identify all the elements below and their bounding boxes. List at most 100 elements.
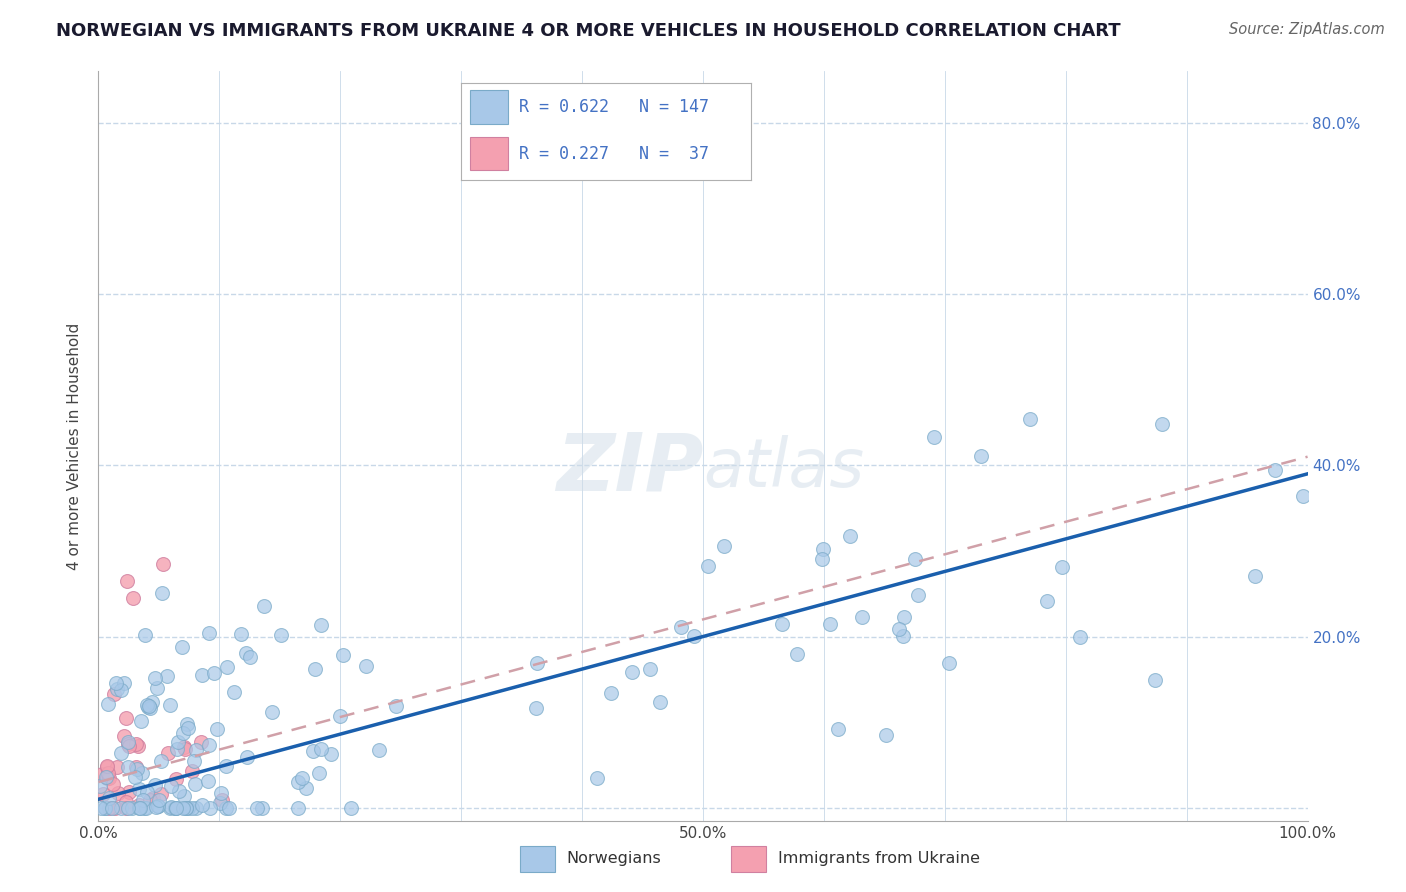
Point [287,774,309,789]
Point [648,695,671,709]
Point [172,726,194,740]
Point [97,697,120,711]
Point [117,785,139,799]
Point [599,686,621,700]
Point [197,774,219,789]
Point [181,801,204,815]
Point [820,616,842,631]
Point [121,591,143,605]
Point [127,739,149,753]
Point [149,787,172,801]
Point [172,640,194,654]
Text: NORWEGIAN VS IMMIGRANTS FROM UKRAINE 4 OR MORE VEHICLES IN HOUSEHOLD CORRELATION: NORWEGIAN VS IMMIGRANTS FROM UKRAINE 4 O… [56,22,1121,40]
Point [131,766,153,780]
Point [893,610,915,624]
Point [586,771,609,785]
Point [183,755,205,769]
Point [91,787,114,801]
Point [117,735,139,749]
Point [184,777,207,791]
Point [97,801,120,815]
Point [211,793,233,807]
Point [118,739,141,754]
Point [174,801,197,815]
Point [160,800,183,814]
Point [107,786,129,800]
Point [1150,417,1173,431]
Point [103,687,125,701]
Point [311,618,333,632]
Point [128,801,150,815]
Point [110,801,132,815]
Point [96,772,118,786]
Point [165,801,187,815]
Point [135,698,157,712]
Point [180,764,202,778]
Point [97,771,120,785]
Point [191,668,214,682]
Point [354,659,377,673]
Point [696,559,718,574]
Point [291,772,314,786]
Point [117,737,139,751]
Text: Norwegians: Norwegians [567,852,661,866]
Point [107,681,129,696]
Point [149,754,172,768]
Point [115,711,138,725]
Point [112,676,135,690]
Point [302,743,325,757]
Point [173,739,195,754]
Point [218,801,240,815]
Point [136,699,159,714]
Point [128,797,150,812]
Point [215,759,238,773]
Point [165,801,187,815]
Point [252,801,274,815]
Point [96,759,118,773]
Point [98,790,121,805]
Point [128,801,150,815]
Point [524,701,547,715]
Point [135,801,157,815]
Point [270,628,292,642]
Point [1143,673,1166,687]
Point [621,665,644,679]
Point [129,714,152,728]
Point [385,698,408,713]
Point [110,746,132,760]
Text: Source: ZipAtlas.com: Source: ZipAtlas.com [1229,22,1385,37]
Point [215,660,238,674]
Point [1264,463,1286,477]
Point [157,746,180,760]
Point [89,779,111,793]
Point [214,801,236,815]
Point [132,793,155,807]
Point [148,793,170,807]
Point [172,801,194,815]
Point [1291,489,1313,503]
Point [321,747,343,761]
Point [669,620,692,634]
Point [177,801,200,815]
Point [146,799,169,814]
Point [165,772,187,787]
Point [160,779,183,793]
Point [208,796,231,810]
Point [159,801,181,815]
Point [121,801,143,815]
Point [143,778,166,792]
Point [308,766,330,780]
Point [152,557,174,571]
Point [134,801,156,815]
Point [329,708,352,723]
Point [163,801,186,815]
Point [134,628,156,642]
Point [827,723,849,737]
Point [125,762,148,776]
Point [141,696,163,710]
Y-axis label: 4 or more Vehicles in Household: 4 or more Vehicles in Household [67,322,83,570]
Point [198,626,221,640]
Point [260,705,283,719]
Point [304,662,326,676]
Point [94,801,117,815]
